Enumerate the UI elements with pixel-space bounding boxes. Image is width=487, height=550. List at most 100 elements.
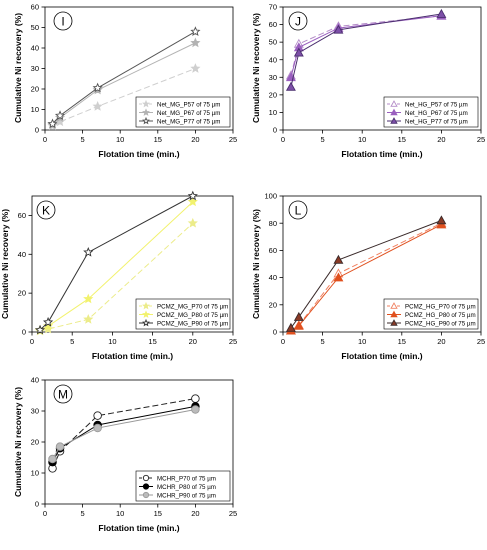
- data-point: [48, 454, 57, 464]
- panel-label: I: [61, 15, 64, 29]
- data-point: [83, 293, 94, 304]
- legend-marker: [142, 99, 150, 108]
- y-tick-label: 60: [18, 211, 26, 220]
- x-tick-label: 0: [43, 509, 47, 518]
- y-tick-label: 40: [31, 44, 39, 53]
- data-point: [187, 190, 198, 201]
- series-line: [52, 408, 196, 460]
- y-tick-label: 40: [31, 376, 39, 385]
- x-axis-label: Flotation time (min.): [92, 351, 173, 361]
- y-tick-label: 20: [269, 300, 277, 309]
- data-point: [285, 322, 296, 332]
- legend-marker: [142, 310, 150, 318]
- y-tick-label: 10: [269, 108, 277, 117]
- y-axis-label: Cumulative Ni recovery (%): [251, 13, 261, 123]
- y-tick-label: 0: [22, 328, 26, 337]
- y-axis-label: Cumulative Ni recovery (%): [13, 387, 23, 497]
- legend-label: Net_MG_P77 of 75 µm: [157, 118, 220, 125]
- x-axis-label: Flotation time (min.): [341, 149, 422, 159]
- series-line: [290, 15, 442, 76]
- y-tick-label: 30: [31, 64, 39, 73]
- x-tick-label: 15: [398, 135, 406, 144]
- y-tick-label: 10: [31, 469, 39, 478]
- plot-frame: [282, 195, 482, 333]
- data-point: [333, 24, 344, 34]
- x-tick-label: 10: [116, 509, 124, 518]
- y-tick-label: 40: [269, 55, 277, 64]
- panel-label-badge: [288, 200, 308, 220]
- y-tick-label: 70: [269, 3, 277, 12]
- y-tick-label: 50: [269, 38, 277, 47]
- data-point: [190, 37, 201, 48]
- legend-label: PCMZ_MG_P90 of 75 µm: [157, 320, 228, 327]
- series-line: [39, 195, 194, 331]
- x-tick-label: 25: [229, 337, 237, 346]
- y-tick-label: 30: [269, 73, 277, 82]
- legend-label: PCMZ_HG_P80 of 75 µm: [405, 312, 476, 319]
- data-point: [191, 405, 200, 414]
- y-axis-label: Cumulative Ni recovery (%): [13, 13, 23, 123]
- y-tick-label: 60: [269, 246, 277, 255]
- legend-marker: [142, 301, 150, 310]
- legend-marker: [142, 491, 150, 499]
- y-tick-label: 20: [31, 438, 39, 447]
- legend-label: Net_HG_P57 of 75 µm: [405, 101, 468, 108]
- data-point: [293, 311, 304, 321]
- data-point: [92, 82, 103, 93]
- x-tick-label: 15: [148, 337, 156, 346]
- x-tick-label: 0: [30, 337, 34, 346]
- legend-label: PCMZ_MG_P70 of 75 µm: [157, 303, 228, 310]
- series-line: [290, 13, 442, 88]
- x-axis-label: Flotation time (min.): [341, 351, 422, 361]
- y-axis-label: Cumulative Ni recovery (%): [0, 209, 10, 319]
- data-point: [190, 26, 201, 36]
- legend-marker: [142, 474, 150, 482]
- legend-label: PCMZ_HG_P70 of 75 µm: [405, 303, 476, 310]
- y-tick-label: 20: [18, 289, 26, 298]
- data-point: [187, 217, 198, 228]
- data-point: [187, 196, 198, 207]
- legend-label: MCHR_P70 of 75 µm: [157, 475, 216, 482]
- x-tick-label: 20: [191, 509, 199, 518]
- y-tick-label: 60: [269, 20, 277, 29]
- chart-panel-m: 0 5 10 15 20 25 0 10 20 30 40 Flotation time (min.)…: [13, 376, 237, 533]
- y-tick-label: 50: [31, 23, 39, 32]
- legend-marker: [142, 318, 150, 327]
- data-point: [191, 394, 200, 403]
- y-tick-label: 20: [31, 85, 39, 94]
- legend-label: Net_HG_P77 of 75 µm: [405, 118, 468, 125]
- x-tick-label: 20: [191, 135, 199, 144]
- data-point: [54, 110, 66, 120]
- y-tick-label: 30: [31, 407, 39, 416]
- legend-label: PCMZ_MG_P80 of 75 µm: [157, 312, 228, 319]
- data-point: [55, 442, 65, 451]
- series-line: [39, 201, 194, 331]
- legend-marker: [390, 310, 398, 318]
- data-point: [83, 314, 94, 324]
- x-tick-label: 5: [81, 509, 85, 518]
- panel-label-badge: [288, 11, 308, 31]
- legend-marker: [390, 302, 398, 309]
- x-tick-label: 20: [189, 337, 197, 346]
- chart-panel-l: 0 5 10 15 20 25 0 20 40 60 80 100 Flotation time (mi…: [251, 192, 485, 361]
- y-tick-label: 40: [18, 250, 26, 259]
- y-tick-label: 0: [35, 500, 39, 509]
- x-tick-label: 0: [43, 135, 47, 144]
- data-point: [293, 47, 304, 57]
- x-tick-label: 25: [477, 337, 485, 346]
- y-tick-label: 40: [269, 273, 277, 282]
- x-tick-label: 20: [437, 135, 445, 144]
- panel-label-badge: [36, 200, 56, 220]
- data-point: [83, 246, 94, 257]
- chart-panel-j: 0 5 10 15 20 25 0 10 20 30 40 50 60 70 Flotation time …: [251, 3, 485, 159]
- x-tick-label: 15: [154, 135, 162, 144]
- data-point: [34, 324, 46, 335]
- panel-label: J: [295, 15, 301, 29]
- legend-label: PCMZ_HG_P90 of 75 µm: [405, 320, 476, 327]
- x-tick-label: 5: [81, 135, 85, 144]
- x-tick-label: 0: [281, 337, 285, 346]
- data-point: [47, 118, 58, 129]
- legend-marker: [142, 116, 150, 125]
- data-point: [333, 254, 344, 264]
